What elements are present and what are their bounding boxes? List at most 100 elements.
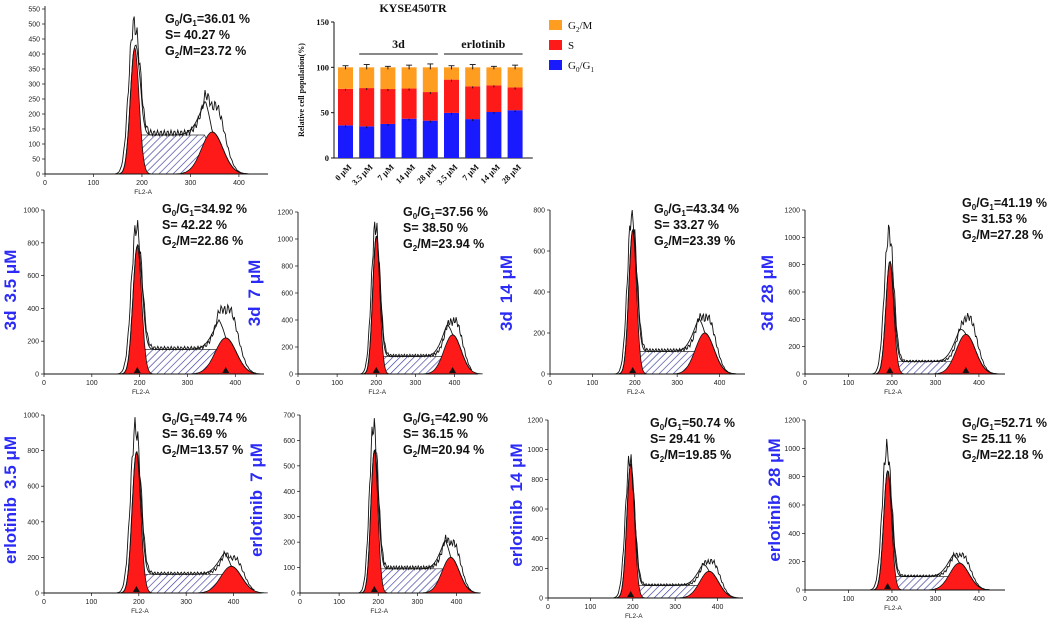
stat-g-letter: G [962, 448, 972, 462]
raw-data-outline [340, 221, 473, 375]
y-tick-label: 0 [539, 596, 543, 603]
histogram-panel-h0: 0 50 100 150 200 250 300 350 400 450 500 550 0 100 200… [28, 6, 268, 196]
stat-value: =52.71 % [994, 416, 1047, 430]
x-tick-label: 100 [587, 380, 599, 387]
stat-s: S= 29.41 % [650, 432, 715, 446]
y-tick-label: 800 [533, 208, 545, 215]
row-label-group: 3d [758, 311, 777, 331]
y-tick-label: 0 [35, 591, 39, 598]
row-label-group: 3d [245, 306, 264, 326]
stat-sub: 1 [189, 209, 194, 218]
stat-sub: 1 [677, 423, 682, 432]
stat-sub: 0 [972, 203, 977, 212]
stat-g2-m: G2/M=22.18 % [962, 448, 1043, 464]
bar-segment [507, 110, 523, 158]
y-tick-label: 800 [27, 448, 39, 455]
x-tick-label: 400 [228, 599, 240, 606]
y-tick-label: 400 [283, 489, 295, 496]
bar-segment [401, 118, 417, 158]
y-tick-label: 1200 [784, 418, 800, 425]
x-axis-label: FL2-A [884, 605, 902, 612]
x-tick-label: 400 [973, 596, 985, 603]
histogram-panel-h2: 3d 7 μM 0 200 400 600 800 1000 1200 0 100 200 300 400… [245, 205, 488, 396]
y-tick-label: 800 [27, 240, 39, 247]
x-tick-label: 200 [370, 380, 382, 387]
stat-slash: /G [668, 202, 681, 216]
x-tick-label: 200 [134, 380, 146, 387]
y-tick-label: 400 [788, 531, 800, 538]
bar-category-label: 14 μM [478, 162, 502, 186]
stat-value: /M=20.94 % [417, 443, 484, 457]
y-tick-label: 200 [27, 339, 39, 346]
stat-sub: 2 [972, 235, 977, 244]
bar-segment [359, 126, 375, 158]
stat-value: /M=22.86 % [176, 234, 243, 248]
legend-sub: 0 [576, 66, 580, 74]
stat-value: =37.56 % [435, 205, 488, 219]
y-tick-label: 600 [788, 290, 800, 297]
stat-sub: 0 [172, 418, 177, 427]
legend-main: G [568, 20, 576, 32]
x-tick-label: 0 [43, 180, 47, 187]
raw-data-outline [95, 417, 255, 594]
stat-slash: /G [417, 205, 430, 219]
raw-data-outline [342, 418, 474, 594]
y-tick-label: 350 [28, 67, 40, 74]
y-tick-label: 800 [531, 477, 543, 484]
stat-g-letter: G [162, 443, 172, 457]
y-tick-label: 1200 [277, 210, 293, 217]
bar-category-label: 3.5 μM [434, 162, 459, 187]
stat-value: /M=13.57 % [176, 443, 243, 457]
y-tick-label: 300 [283, 514, 295, 521]
stat-g0-g1: G0/G1=41.19 % [962, 196, 1047, 212]
row-label-dose: 7 μM [247, 443, 266, 482]
stacked-bar-chart: KYSE450TR Relative cell population(%) 0 50 1… [297, 1, 594, 187]
x-tick-label: 0 [548, 380, 552, 387]
x-tick-label: 300 [412, 599, 424, 606]
bar-segment [401, 67, 417, 89]
stat-g2-m: G2/M=13.57 % [162, 443, 243, 459]
stat-g-letter: G [403, 205, 413, 219]
y-tick-label: 1200 [784, 208, 800, 215]
x-tick-label: 400 [229, 380, 241, 387]
x-tick-label: 200 [886, 596, 898, 603]
y-tick-label: 800 [788, 262, 800, 269]
bar-segment [380, 89, 396, 124]
y-tick-label: 1200 [527, 418, 543, 425]
x-tick-label: 0 [42, 380, 46, 387]
stat-g-letter: G [962, 416, 972, 430]
y-tick-label: 400 [27, 519, 39, 526]
bar-segment [359, 67, 375, 89]
peak-marker [884, 583, 892, 589]
stat-g0-g1: G0/G1=37.56 % [403, 205, 488, 221]
x-axis-label: FL2-A [370, 608, 388, 615]
stat-sub: 0 [175, 19, 180, 28]
stat-slash: /G [976, 416, 989, 430]
stat-g-letter: G [162, 202, 172, 216]
y-tick-label: 200 [27, 555, 39, 562]
bar-segment [422, 120, 438, 158]
row-label-group: erlotinib [507, 500, 526, 567]
x-tick-label: 400 [233, 180, 245, 187]
bar-segment [444, 67, 459, 80]
bar-segment [359, 88, 375, 127]
histogram-panel-h6: erlotinib 7 μM 0 100 200 300 400 500 600 700 0 100 2… [247, 411, 488, 615]
stat-g0-g1: G0/G1=43.34 % [654, 202, 739, 218]
stat-g2-m: G2/M=20.94 % [403, 443, 484, 459]
x-axis-label: FL2-A [884, 389, 902, 396]
stat-slash: /G [179, 12, 192, 26]
stat-sub: 2 [175, 51, 180, 60]
x-tick-label: 100 [86, 380, 98, 387]
stat-g0-g1: G0/G1=49.74 % [162, 411, 247, 427]
x-tick-label: 300 [930, 380, 942, 387]
stat-value: =41.19 % [994, 196, 1047, 210]
model-fit-curve [98, 44, 259, 175]
peak-marker [449, 367, 457, 373]
y-tick-label: 1000 [23, 208, 39, 215]
stat-value: =50.74 % [682, 416, 735, 430]
stat-g-letter: G [403, 411, 413, 425]
bar-segment [422, 67, 438, 93]
peak-marker [886, 367, 894, 373]
